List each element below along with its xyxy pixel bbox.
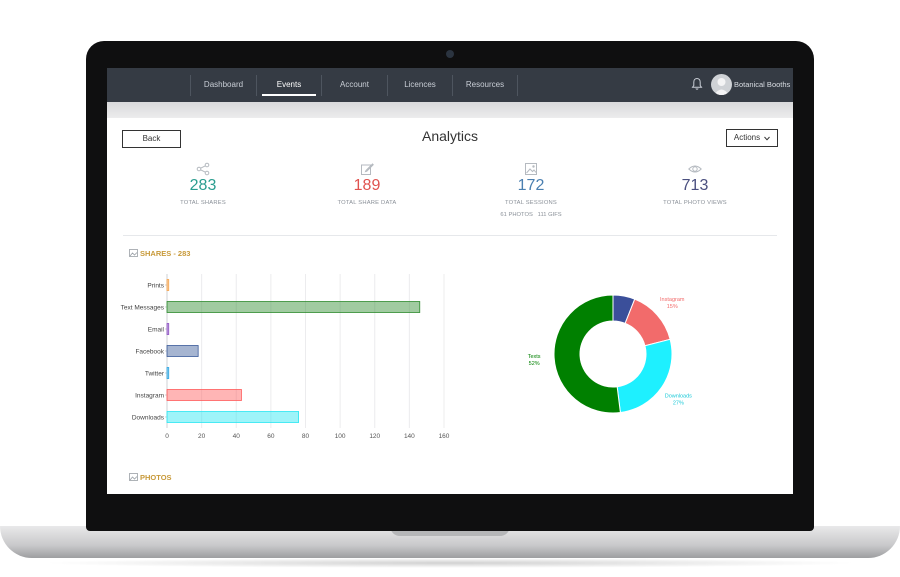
stat-value-shares: 283 — [189, 177, 217, 194]
slice-percent: 15% — [667, 304, 678, 310]
laptop-notch — [390, 526, 510, 536]
bar-email — [166, 323, 170, 335]
back-button[interactable]: Back — [122, 130, 181, 148]
nav-separator — [452, 75, 453, 96]
stat-value-photo-views: 713 — [681, 177, 709, 194]
stat-label-share-data: TOTAL SHARE DATA — [337, 200, 397, 206]
stat-label-sessions: TOTAL SESSIONS — [505, 200, 557, 206]
nav-item-dashboard[interactable]: Dashboard — [203, 80, 244, 89]
eye-icon — [688, 165, 702, 173]
category-label: Twitter — [145, 371, 165, 378]
donut-slice-texts — [553, 294, 621, 414]
image-icon — [129, 249, 138, 257]
header-shade — [107, 102, 793, 118]
x-tick-label: 100 — [335, 433, 346, 440]
stat-value-share-data: 189 — [353, 177, 381, 194]
x-tick-label: 20 — [198, 433, 206, 440]
image-icon — [525, 163, 537, 175]
category-label: Text Messages — [121, 305, 165, 312]
photos-section-title: PHOTOS — [140, 473, 172, 482]
active-tab-indicator — [262, 94, 316, 96]
user-name[interactable]: Botanical Booths — [734, 80, 791, 89]
actions-label: Actions — [733, 133, 761, 142]
slice-percent: 27% — [673, 400, 684, 406]
slice-label: Downloads — [665, 393, 692, 399]
donut-slice-downloads — [616, 338, 673, 414]
category-label: Instagram — [135, 393, 164, 400]
nav-item-events[interactable]: Events — [276, 80, 302, 89]
image-icon — [129, 473, 138, 481]
bar-instagram — [166, 389, 242, 401]
chevron-down-icon — [764, 136, 770, 141]
nav-separator — [256, 75, 257, 96]
nav-item-account[interactable]: Account — [340, 80, 369, 89]
section-divider — [123, 235, 777, 236]
camera-icon — [446, 50, 454, 58]
shares-bar-chart: 0 20 40 60 80 100 120 140 160 Prints Text Messages… — [121, 274, 450, 440]
bar-facebook — [166, 345, 199, 357]
category-label: Email — [148, 327, 165, 334]
edit-icon — [361, 163, 374, 175]
x-tick-label: 140 — [404, 433, 415, 440]
bar-text-messages — [166, 301, 421, 313]
x-tick-label: 60 — [267, 433, 275, 440]
stat-label-shares: TOTAL SHARES — [180, 200, 226, 206]
stat-label-photo-views: TOTAL PHOTO VIEWS — [663, 200, 727, 206]
bar-prints — [166, 279, 170, 291]
user-icon — [714, 78, 729, 95]
nav-separator — [190, 75, 191, 96]
bell-icon[interactable] — [691, 77, 703, 91]
slice-percent: 52% — [529, 361, 540, 367]
laptop-shadow — [40, 558, 860, 568]
bar-twitter — [166, 367, 170, 379]
x-tick-label: 0 — [165, 433, 169, 440]
x-tick-label: 40 — [233, 433, 241, 440]
category-label: Downloads — [132, 415, 165, 422]
page-title: Analytics — [421, 128, 479, 144]
sessions-breakdown: 61 PHOTOS 111 GIFS — [500, 212, 562, 218]
nav-item-licences[interactable]: Licences — [404, 80, 436, 89]
bar-downloads — [166, 411, 299, 423]
app-screen: Dashboard Events Account Licences Resour… — [107, 68, 793, 494]
shares-section-title: SHARES - 283 — [140, 249, 191, 258]
stat-value-sessions: 172 — [517, 177, 545, 194]
nav-separator — [387, 75, 388, 96]
donut-slice-instagram — [624, 298, 671, 347]
actions-button[interactable]: Actions — [726, 129, 778, 147]
nav-separator — [321, 75, 322, 96]
category-label: Prints — [147, 283, 164, 290]
x-tick-label: 120 — [369, 433, 380, 440]
slice-label: Texts — [528, 354, 541, 360]
x-tick-label: 80 — [302, 433, 310, 440]
nav-item-resources[interactable]: Resources — [465, 80, 505, 89]
top-navbar: Dashboard Events Account Licences Resour… — [107, 68, 793, 102]
x-tick-label: 160 — [439, 433, 450, 440]
slice-label: Instagram — [660, 297, 685, 303]
nav-separator — [517, 75, 518, 96]
avatar[interactable] — [711, 74, 732, 95]
share-icon — [196, 162, 210, 176]
category-label: Facebook — [135, 349, 164, 356]
